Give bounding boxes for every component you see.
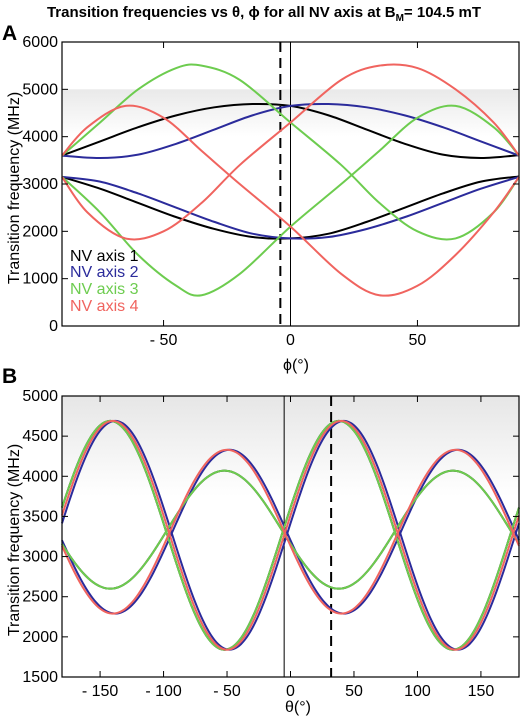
shaded-band bbox=[62, 396, 519, 497]
ytick-label: 2000 bbox=[22, 629, 58, 646]
legend-item-nv3: NV axis 3 bbox=[70, 281, 139, 298]
panel-b-xlabel: θ(°) bbox=[285, 699, 311, 716]
xtick-label: 150 bbox=[468, 683, 495, 700]
ytick-label: 5000 bbox=[22, 388, 58, 405]
ytick-label: 3000 bbox=[22, 176, 58, 193]
series-nv-axis-4-curve-0 bbox=[61, 104, 520, 297]
ytick-label: 4500 bbox=[22, 428, 58, 445]
ytick-label: 6000 bbox=[22, 34, 58, 51]
series-nv-axis-2-curve-0 bbox=[61, 419, 520, 651]
series-nv-axis-4-curve-0 bbox=[61, 419, 520, 651]
xtick-label: 50 bbox=[409, 332, 427, 349]
ytick-label: 4000 bbox=[22, 468, 58, 485]
panel-a: 0 1000 2000 3000 4000 5000 6000 - 50 0 50 bbox=[22, 34, 520, 349]
ytick-label: 2500 bbox=[22, 589, 58, 606]
series-nv-axis-4-curve-1 bbox=[61, 448, 520, 615]
series-nv-axis-4-curve-1 bbox=[61, 63, 520, 241]
ytick-label: 3500 bbox=[22, 508, 58, 525]
ytick-label: 5000 bbox=[22, 81, 58, 98]
panel-a-ylabel: Transition frequency (MHz) bbox=[6, 92, 23, 284]
legend-item-nv1: NV axis 1 bbox=[70, 248, 139, 265]
series-nv-axis-3-curve-0 bbox=[61, 419, 520, 651]
xtick-label: 0 bbox=[286, 332, 295, 349]
series-nv-axis-2-curve-0 bbox=[61, 102, 520, 159]
series-nv-axis-2-curve-1 bbox=[61, 175, 520, 240]
panel-letter-a: A bbox=[2, 22, 17, 45]
xtick-label: - 100 bbox=[145, 683, 182, 700]
panel-b-ylabel: Transition frequency (MHz) bbox=[6, 444, 23, 636]
panel-a-xlabel: ϕ(°) bbox=[283, 357, 309, 374]
xtick-label: 100 bbox=[404, 683, 431, 700]
ytick-label: 1500 bbox=[22, 669, 58, 686]
ytick-label: 4000 bbox=[22, 129, 58, 146]
xtick-label: 50 bbox=[345, 683, 363, 700]
ytick-label: 2000 bbox=[22, 223, 58, 240]
panel-letter-b: B bbox=[2, 365, 17, 388]
ytick-label: 3000 bbox=[22, 549, 58, 566]
xtick-label: - 50 bbox=[150, 332, 178, 349]
xtick-label: 0 bbox=[286, 683, 295, 700]
ytick-label: 1000 bbox=[22, 271, 58, 288]
xtick-label: - 50 bbox=[213, 683, 241, 700]
ytick-label: 0 bbox=[49, 318, 58, 335]
legend-item-nv4: NV axis 4 bbox=[70, 298, 139, 315]
panel-a-legend: NV axis 1 NV axis 2 NV axis 3 NV axis 4 bbox=[70, 248, 139, 315]
xtick-label: - 150 bbox=[82, 683, 119, 700]
series-nv-axis-2-curve-1 bbox=[61, 448, 520, 615]
figure-title: Transition frequencies vs θ, ϕ for all N… bbox=[47, 4, 481, 24]
legend-item-nv2: NV axis 2 bbox=[70, 264, 139, 281]
